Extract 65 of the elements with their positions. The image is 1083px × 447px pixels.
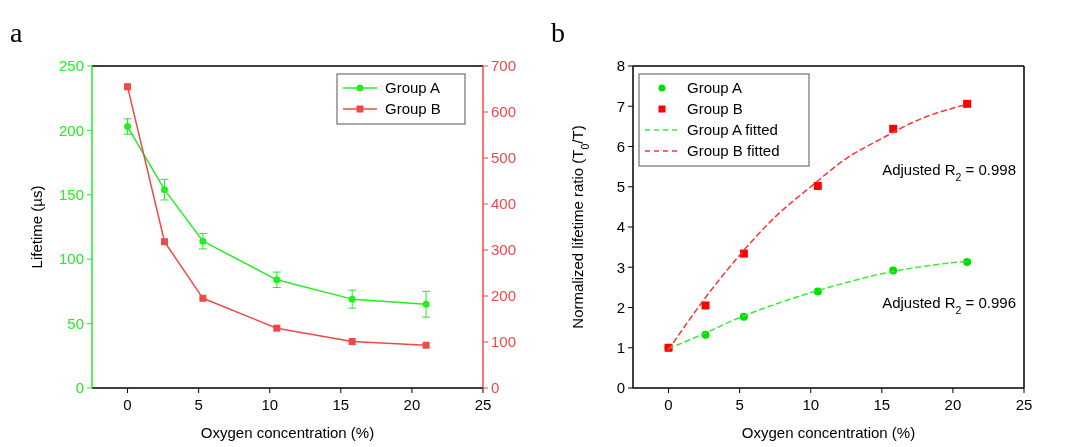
point [161, 238, 169, 246]
x-tick-label: 5 [735, 396, 744, 413]
point [199, 294, 207, 302]
x-tick-label: 20 [944, 396, 962, 413]
point [161, 186, 169, 194]
chart-title: a [10, 17, 23, 48]
x-axis-title: Oxygen concentration (%) [741, 424, 916, 441]
y-tick-label: 1 [616, 339, 625, 356]
legend-label: Group A [687, 79, 743, 96]
chart-title: b [551, 17, 565, 48]
y2-tick-label: 300 [491, 241, 517, 259]
x-tick-label: 0 [123, 396, 132, 413]
x-tick-label: 25 [474, 396, 492, 413]
y-tick-label: 150 [58, 186, 84, 204]
legend-label: Group A fitted [687, 121, 778, 138]
point [348, 338, 356, 346]
y-tick-label: 0 [616, 379, 625, 397]
x-tick-label: 15 [873, 396, 891, 413]
point [422, 341, 430, 349]
legend-label: Group A [385, 79, 441, 96]
y-tick-label: 4 [616, 218, 625, 236]
legend-label: Group B fitted [687, 142, 780, 159]
y-tick-label: 3 [616, 258, 625, 276]
x-tick-label: 5 [194, 396, 203, 413]
x-tick-label: 10 [261, 396, 279, 413]
point [124, 83, 132, 91]
point [273, 276, 281, 284]
x-tick-label: 25 [1015, 396, 1033, 413]
point [963, 258, 972, 267]
point [963, 99, 972, 108]
x-tick-label: 10 [802, 396, 820, 413]
y-axis-title: Lifetime (µs) [28, 185, 45, 269]
legend-label: Group B [687, 100, 743, 117]
y2-tick-label: 200 [491, 287, 517, 305]
point [348, 295, 356, 303]
y-tick-label: 50 [67, 314, 84, 332]
legend-label: Group B [385, 100, 441, 117]
point [199, 237, 207, 245]
y-tick-label: 100 [58, 250, 84, 268]
point [813, 181, 822, 190]
x-tick-label: 0 [664, 396, 673, 413]
y-tick-label: 5 [616, 178, 625, 195]
y2-tick-label: 0 [491, 379, 500, 397]
y2-tick-label: 100 [491, 333, 517, 351]
point [422, 300, 430, 308]
y2-tick-label: 400 [491, 195, 517, 213]
y-tick-label: 7 [616, 97, 625, 115]
point [124, 123, 132, 131]
point [739, 249, 748, 258]
x-tick-label: 20 [403, 396, 421, 413]
y-tick-label: 8 [616, 57, 625, 75]
x-axis-title: Oxygen concentration (%) [200, 424, 375, 441]
y-tick-label: 0 [75, 379, 84, 397]
y2-tick-label: 600 [491, 103, 517, 121]
y-tick-label: 200 [58, 121, 84, 139]
y2-tick-label: 700 [491, 57, 517, 75]
y-tick-label: 2 [616, 298, 625, 316]
y-tick-label: 250 [58, 57, 84, 75]
point [273, 324, 281, 332]
annotation: Adjusted R$_{2}$ = 0.996 [882, 293, 1016, 316]
y-tick-label: 6 [616, 137, 625, 155]
x-tick-label: 15 [332, 396, 350, 413]
point [701, 301, 710, 310]
annotation: Adjusted R$_{2}$ = 0.998 [882, 161, 1016, 184]
y2-tick-label: 500 [491, 149, 517, 167]
